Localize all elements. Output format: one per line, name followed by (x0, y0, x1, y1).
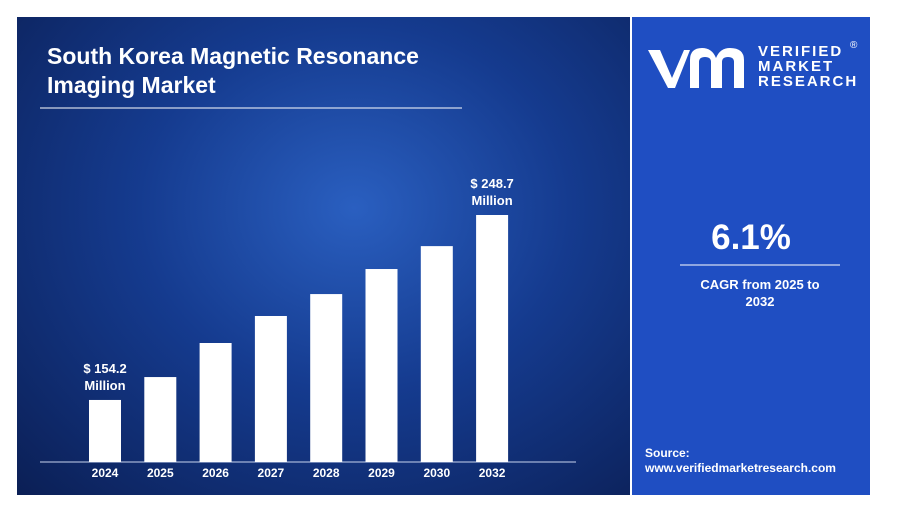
x-tick-label: 2028 (312, 466, 340, 480)
info-panel (632, 17, 870, 495)
cagr-value: 6.1% (711, 218, 791, 257)
x-tick-label: 2024 (91, 466, 119, 480)
bar (144, 377, 177, 462)
bar (89, 399, 121, 462)
logo-text: VERIFIED (758, 43, 844, 60)
x-tick-label: 2026 (202, 466, 229, 480)
x-tick-label: 2029 (368, 466, 395, 480)
logo-mark (648, 48, 744, 88)
bar (420, 246, 453, 462)
x-tick-label: 2032 (478, 466, 506, 480)
value-label: $ 248.7 Million (470, 176, 514, 208)
bar (199, 343, 232, 462)
x-tick-label: 2027 (257, 466, 285, 480)
bar (476, 215, 509, 462)
logo-text: RESEARCH (758, 73, 859, 90)
bar (365, 269, 398, 462)
registered-mark: ® (850, 40, 858, 51)
x-tick-label: 2025 (146, 466, 174, 480)
x-tick-label: 2030 (423, 466, 451, 480)
logo-text: MARKET (758, 58, 835, 75)
bar (310, 294, 343, 462)
value-label: $ 154.2 Million (83, 360, 127, 393)
bar (254, 315, 287, 462)
chart-title: South Korea Magnetic Resonance Imaging M… (47, 43, 419, 98)
cagr-label: CAGR from 2025 to 2032 (700, 277, 820, 309)
source-label: Source: (645, 446, 690, 460)
source-url: www.verifiedmarketresearch.com (645, 461, 836, 475)
